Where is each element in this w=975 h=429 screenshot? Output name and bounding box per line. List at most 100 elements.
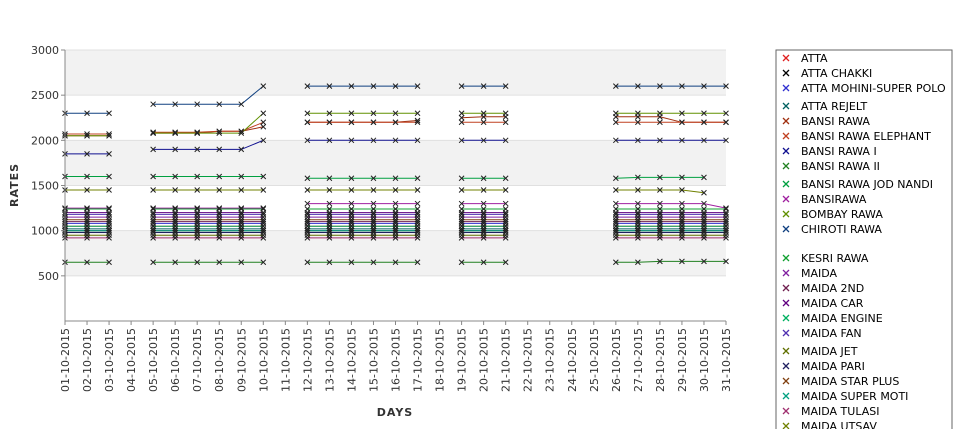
x-tick-label: 05-10-2015: [147, 328, 160, 392]
data-point: [502, 235, 509, 241]
data-point: [392, 187, 399, 193]
legend: ATTA ATTA CHAKKI ATTA MOHINI-SUPER POLO ATT…: [775, 49, 953, 429]
data-point: [679, 174, 685, 181]
data-point: [612, 218, 619, 225]
data-point: [612, 227, 619, 234]
data-point: [216, 229, 223, 236]
x-tick-label: 09-10-2015: [235, 328, 248, 392]
data-point: [458, 209, 465, 216]
data-point: [216, 187, 223, 193]
data-point: [260, 223, 267, 230]
data-point: [657, 110, 663, 117]
legend-label: ATTA REJELT: [801, 100, 867, 113]
data-point: [194, 223, 201, 230]
data-point: [106, 259, 112, 266]
data-point: [657, 227, 663, 234]
data-point: [172, 227, 179, 234]
data-point: [723, 205, 729, 211]
x-tick-label: 02-10-2015: [81, 328, 94, 392]
data-point: [480, 229, 487, 236]
data-point: [458, 211, 465, 218]
data-point: [172, 216, 179, 223]
data-point: [370, 200, 377, 207]
data-point: [480, 200, 487, 207]
data-point: [723, 235, 729, 241]
data-point: [723, 83, 729, 89]
data-point: [238, 235, 245, 241]
data-point: [84, 110, 90, 117]
data-point: [392, 216, 399, 223]
data-point: [260, 123, 267, 130]
data-point: [172, 235, 179, 241]
data-point: [612, 119, 619, 126]
data-point: [238, 259, 245, 266]
data-point: [238, 101, 245, 108]
data-point: [502, 83, 509, 89]
data-point: [172, 129, 179, 136]
data-point: [679, 83, 685, 89]
legend-label: MAIDA 2ND: [801, 282, 864, 295]
data-point: [458, 259, 465, 266]
legend-label: MAIDA SUPER MOTI: [801, 390, 908, 403]
data-point: [612, 137, 619, 144]
data-point: [304, 216, 311, 223]
data-point: [84, 216, 90, 223]
x-tick-label: 16-10-2015: [390, 328, 403, 392]
data-point: [612, 209, 619, 216]
x-tick-label: 25-10-2015: [588, 328, 601, 392]
data-point: [370, 137, 377, 144]
x-tick-label: 27-10-2015: [632, 328, 645, 392]
data-point: [150, 259, 156, 266]
y-tick-label: 1500: [31, 180, 59, 193]
data-point: [458, 110, 465, 117]
data-point: [679, 223, 685, 230]
data-point: [723, 110, 729, 117]
legend-label: MAIDA CAR: [801, 297, 864, 310]
data-point: [84, 131, 90, 137]
data-point: [612, 211, 619, 218]
data-point: [172, 187, 179, 193]
data-point: [657, 209, 663, 216]
data-point: [458, 227, 465, 234]
data-point: [635, 211, 641, 218]
data-point: [701, 227, 707, 234]
data-point: [635, 259, 641, 266]
data-point: [150, 146, 156, 153]
data-point: [150, 229, 156, 236]
data-point: [458, 187, 465, 193]
data-point: [480, 227, 487, 234]
data-point: [216, 259, 223, 266]
data-point: [150, 216, 156, 223]
data-point: [260, 119, 267, 126]
data-point: [502, 187, 509, 193]
data-point: [238, 227, 245, 234]
data-point: [172, 205, 179, 211]
data-point: [194, 129, 201, 136]
data-point: [679, 227, 685, 234]
data-point: [260, 187, 267, 193]
data-point: [106, 187, 112, 193]
legend-marker: [782, 377, 790, 385]
data-point: [635, 235, 641, 241]
legend-marker: [782, 329, 790, 337]
data-point: [635, 216, 641, 223]
data-point: [348, 175, 355, 182]
data-point: [348, 200, 355, 207]
data-point: [635, 218, 641, 225]
x-tick-label: 22-10-2015: [522, 328, 535, 392]
data-point: [635, 229, 641, 236]
data-point: [216, 209, 223, 216]
data-point: [84, 209, 90, 216]
data-point: [502, 209, 509, 216]
data-point: [701, 211, 707, 218]
x-tick-label: 21-10-2015: [500, 328, 513, 392]
data-point: [392, 175, 399, 182]
legend-label: MAIDA FAN: [801, 327, 862, 340]
data-point: [348, 229, 355, 236]
data-point: [84, 223, 90, 230]
data-point: [216, 101, 223, 108]
data-point: [304, 200, 311, 207]
data-point: [414, 175, 421, 182]
legend-marker: [782, 269, 790, 277]
data-point: [84, 205, 90, 211]
